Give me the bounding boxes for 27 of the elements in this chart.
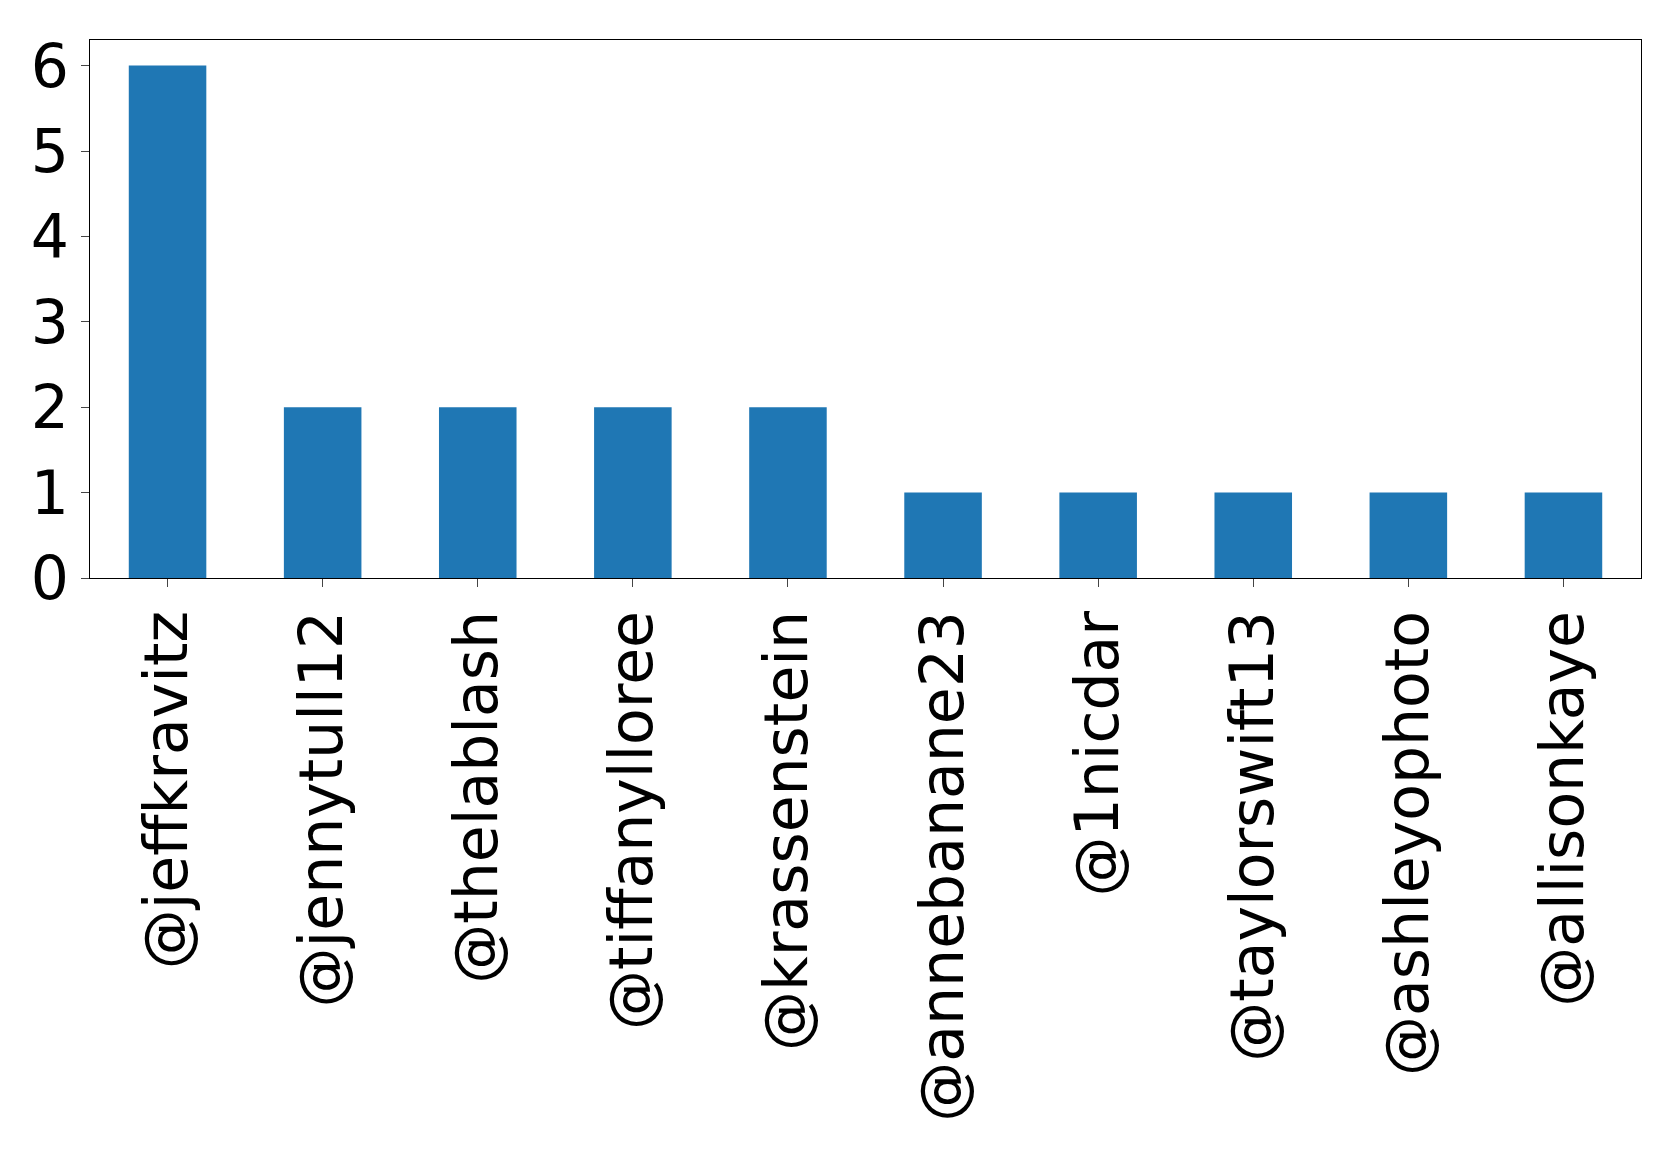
bar (1524, 492, 1603, 578)
bar (1214, 492, 1293, 578)
y-tick-label: 3 (30, 286, 69, 357)
bar (438, 407, 517, 578)
x-tick-label: @tiffanylloree (596, 611, 667, 1031)
x-tick-label: @thelablash (441, 611, 512, 984)
bar (283, 407, 362, 578)
x-tick-label: @taylorswift13 (1216, 611, 1287, 1062)
bar (1059, 492, 1137, 578)
x-tick-label: @jeffkravitz (131, 611, 202, 970)
bar (1369, 492, 1448, 578)
x-tick-label: @allisonkaye (1526, 611, 1597, 1007)
x-tick-label: @annebanane23 (906, 611, 977, 1122)
bar (128, 65, 207, 578)
y-tick-label: 1 (30, 457, 69, 528)
x-tick-label: @1nicdar (1061, 610, 1132, 897)
y-tick-label: 2 (30, 372, 69, 443)
x-tick-label: @jennytull12 (286, 611, 357, 1008)
y-tick-label: 4 (30, 201, 69, 272)
y-tick-label: 5 (30, 116, 69, 187)
bar (749, 407, 827, 578)
x-tick-label: @ashleyophoto (1371, 611, 1442, 1076)
y-tick-label: 0 (30, 543, 69, 613)
y-tick-label: 6 (30, 30, 69, 101)
x-tick-label: @krassenstein (751, 611, 822, 1052)
bar (904, 492, 982, 578)
bar (594, 407, 672, 578)
